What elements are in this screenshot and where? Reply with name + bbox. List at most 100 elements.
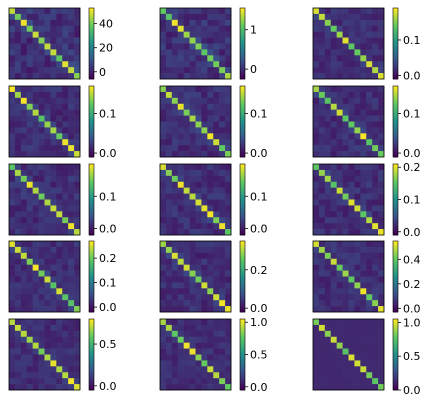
- heatmap-cell: [14, 151, 22, 158]
- heatmap-cell: [372, 55, 379, 62]
- heatmap-cell: [62, 372, 69, 379]
- colorbar-segment: [240, 261, 245, 263]
- heatmap-cell: [56, 31, 63, 38]
- colorbar-segment: [240, 149, 245, 152]
- heatmap-cell: [62, 319, 69, 326]
- heatmap-cell: [183, 288, 190, 295]
- colorbar-segment: [393, 281, 398, 283]
- heatmap-cell: [372, 258, 379, 265]
- heatmap-cell: [213, 169, 220, 177]
- colorbar-segment: [240, 352, 245, 354]
- colorbar-segment: [89, 94, 94, 96]
- heatmap-cell: [183, 31, 190, 38]
- heatmap-cell: [44, 187, 51, 194]
- colorbar-segment: [240, 245, 245, 248]
- heatmap-cell: [201, 252, 208, 260]
- heatmap-cell: [20, 67, 28, 74]
- heatmap-cell: [177, 300, 184, 307]
- heatmap-cell: [74, 205, 81, 212]
- heatmap-cell: [20, 360, 28, 367]
- heatmap-cell: [165, 199, 173, 206]
- heatmap-cell: [354, 55, 361, 62]
- heatmap-cell: [313, 306, 320, 313]
- colorbar-segment: [393, 322, 398, 325]
- heatmap-cell: [219, 276, 226, 283]
- heatmap-frame: [159, 318, 232, 391]
- heatmap-cell: [313, 61, 320, 68]
- colorbar-segment: [240, 100, 245, 102]
- heatmap-cell: [378, 187, 385, 194]
- colorbar-segment: [89, 50, 94, 53]
- heatmap-cell: [32, 223, 39, 230]
- heatmap-cell: [354, 306, 361, 313]
- colorbar-segment: [89, 328, 94, 331]
- heatmap-cell: [318, 187, 326, 194]
- heatmap-cell: [336, 121, 343, 128]
- heatmap-cell: [378, 91, 385, 99]
- heatmap-cell: [348, 199, 355, 206]
- heatmap-cell: [219, 86, 226, 93]
- heatmap-cell: [219, 169, 226, 177]
- heatmap-cell: [348, 378, 355, 385]
- heatmap-cell: [20, 229, 28, 236]
- colorbar-segment: [240, 28, 245, 30]
- heatmap-cell: [20, 19, 28, 27]
- heatmap-cell: [44, 246, 51, 254]
- heatmap-cell: [366, 282, 373, 289]
- heatmap-cell: [219, 127, 226, 134]
- heatmap-cell: [318, 37, 326, 44]
- colorbar-segment: [89, 310, 94, 313]
- heatmap-cell: [26, 86, 33, 93]
- heatmap-cell: [74, 319, 81, 326]
- heatmap-cell: [348, 264, 355, 271]
- colorbar-segment: [393, 241, 398, 243]
- heatmap-cell: [219, 217, 226, 224]
- heatmap-cell: [213, 164, 220, 171]
- colorbar-segment: [240, 57, 245, 60]
- heatmap-cell: [177, 282, 184, 289]
- colorbar-segment: [89, 75, 94, 78]
- colorbar-segment: [393, 182, 398, 185]
- heatmap-cell: [50, 223, 57, 230]
- heatmap-cell: [348, 86, 355, 93]
- heatmap-cell: [318, 366, 326, 373]
- colorbar-segment: [240, 76, 245, 79]
- heatmap-cell: [20, 151, 28, 158]
- colorbar-tick-label: 0.1: [403, 34, 421, 47]
- heatmap-cell: [213, 187, 220, 194]
- colorbar-segment: [89, 102, 94, 105]
- colorbar-segment: [240, 302, 245, 305]
- heatmap-cell: [330, 43, 337, 50]
- heatmap-cell: [62, 366, 69, 373]
- heatmap-cell: [171, 193, 179, 200]
- heatmap-cell: [219, 270, 226, 277]
- heatmap-cell: [195, 97, 202, 105]
- heatmap-frame: [312, 85, 385, 158]
- colorbar-segment: [393, 52, 398, 55]
- heatmap-cell: [207, 319, 214, 326]
- heatmap-cell: [207, 103, 214, 110]
- heatmap-cell: [68, 378, 75, 385]
- colorbar-segment: [240, 16, 245, 18]
- heatmap-cell: [38, 31, 45, 38]
- colorbar-segment: [89, 272, 94, 275]
- heatmap-cell: [372, 8, 379, 15]
- colorbar-segment: [240, 303, 245, 306]
- colorbar-segment: [89, 320, 94, 322]
- heatmap-cell: [366, 342, 373, 349]
- colorbar-frame: [88, 85, 95, 158]
- heatmap-cell: [62, 145, 69, 152]
- heatmap-cell: [348, 97, 355, 105]
- heatmap-cell: [318, 151, 326, 158]
- heatmap-cell: [32, 366, 39, 373]
- heatmap-cell: [366, 25, 373, 32]
- heatmap-cell: [62, 348, 69, 355]
- heatmap-cell: [68, 175, 75, 183]
- heatmap-cell: [195, 25, 202, 32]
- heatmap-cell: [207, 288, 214, 295]
- heatmap-cell: [195, 37, 202, 44]
- colorbar-segment: [393, 15, 398, 17]
- heatmap-cell: [195, 49, 202, 56]
- heatmap-cell: [201, 258, 208, 265]
- heatmap-cell: [177, 288, 184, 295]
